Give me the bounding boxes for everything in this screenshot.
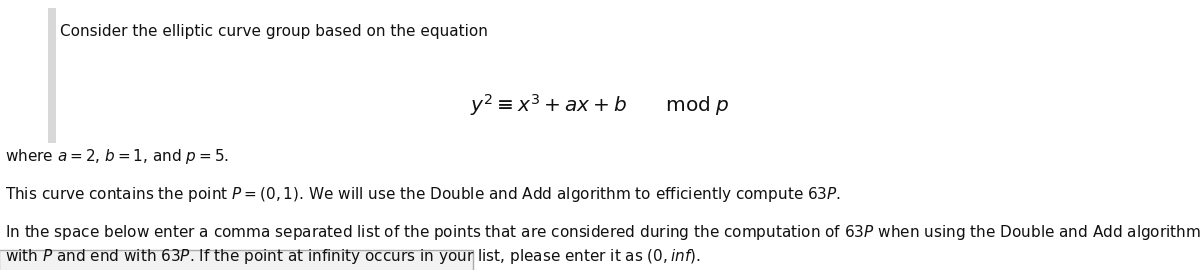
Text: where $a = 2$, $b = 1$, and $p = 5$.: where $a = 2$, $b = 1$, and $p = 5$. — [5, 147, 229, 166]
Text: with $P$ and end with $63P$. If the point at infinity occurs in your list, pleas: with $P$ and end with $63P$. If the poin… — [5, 247, 701, 266]
Text: In the space below enter a comma separated list of the points that are considere: In the space below enter a comma separat… — [5, 223, 1200, 242]
Text: $y^2 \equiv x^3 + ax + b \quad\quad \mathrm{mod} \; p$: $y^2 \equiv x^3 + ax + b \quad\quad \mat… — [470, 92, 730, 118]
FancyBboxPatch shape — [48, 8, 56, 143]
Text: Consider the elliptic curve group based on the equation: Consider the elliptic curve group based … — [60, 24, 488, 39]
Text: This curve contains the point $P = (0, 1)$. We will use the Double and Add algor: This curve contains the point $P = (0, 1… — [5, 185, 841, 204]
FancyBboxPatch shape — [0, 250, 473, 270]
